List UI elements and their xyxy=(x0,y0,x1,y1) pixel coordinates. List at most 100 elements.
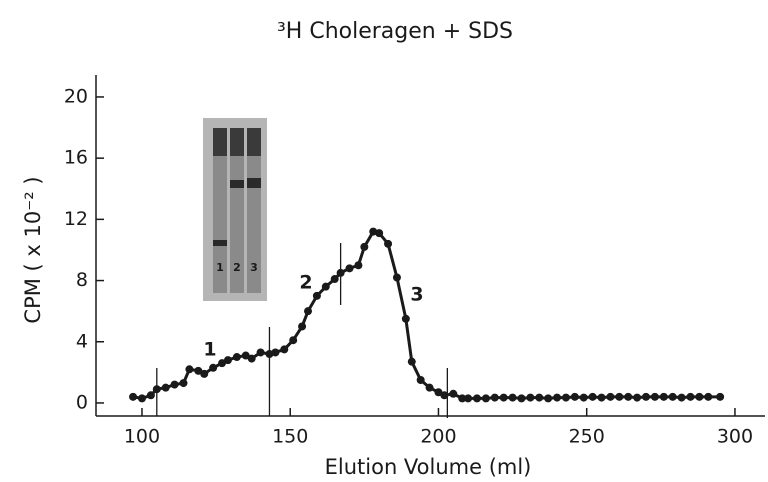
data-point xyxy=(561,393,570,402)
data-point xyxy=(137,394,146,403)
data-point xyxy=(161,383,170,392)
data-point xyxy=(392,273,401,282)
data-point xyxy=(330,275,339,284)
data-point xyxy=(209,363,218,372)
data-point xyxy=(526,393,535,402)
data-point xyxy=(321,282,330,291)
data-point xyxy=(354,261,363,270)
data-point xyxy=(170,380,179,389)
data-point xyxy=(271,348,280,357)
data-point xyxy=(650,392,659,401)
data-point xyxy=(458,394,467,403)
data-point xyxy=(401,314,410,323)
gel-inset xyxy=(203,118,267,301)
y-tick-label: 20 xyxy=(64,85,88,107)
chart-title: ³H Choleragen + SDS xyxy=(277,19,513,44)
data-point xyxy=(588,392,597,401)
data-point xyxy=(508,393,517,402)
gel-band xyxy=(247,178,261,188)
y-tick-label: 4 xyxy=(76,330,88,352)
data-point xyxy=(517,394,526,403)
gel-band xyxy=(213,128,227,156)
data-point xyxy=(579,393,588,402)
data-point xyxy=(473,394,482,403)
data-point xyxy=(304,307,313,316)
data-point xyxy=(677,393,686,402)
data-point xyxy=(241,351,250,360)
data-point xyxy=(499,393,508,402)
data-point xyxy=(544,394,553,403)
x-tick-label: 200 xyxy=(420,426,456,448)
gel-band xyxy=(247,128,261,156)
data-point xyxy=(535,393,544,402)
data-point xyxy=(179,379,188,388)
fraction-label: 1 xyxy=(203,339,216,361)
data-point xyxy=(375,229,384,238)
data-point xyxy=(407,357,416,366)
gel-band xyxy=(213,240,227,246)
data-point xyxy=(289,336,298,345)
fraction-label: 2 xyxy=(299,272,312,294)
lane-label: 3 xyxy=(250,261,258,274)
gel-band xyxy=(230,180,244,188)
data-point xyxy=(704,392,713,401)
data-point xyxy=(336,268,345,277)
data-point xyxy=(194,366,203,375)
lane-label: 2 xyxy=(233,261,241,274)
data-point xyxy=(695,392,704,401)
data-point xyxy=(425,383,434,392)
fraction-label: 3 xyxy=(410,284,423,306)
data-point xyxy=(256,348,265,357)
data-point xyxy=(384,239,393,248)
data-point xyxy=(280,345,289,354)
data-point xyxy=(624,392,633,401)
data-point xyxy=(129,392,138,401)
data-point xyxy=(218,359,227,368)
data-point xyxy=(232,353,241,362)
data-point xyxy=(152,385,161,394)
x-tick-label: 100 xyxy=(124,426,160,448)
data-point xyxy=(298,322,307,331)
data-point xyxy=(597,393,606,402)
x-tick-label: 150 xyxy=(272,426,308,448)
data-point xyxy=(606,392,615,401)
data-point xyxy=(449,389,458,398)
data-point xyxy=(490,393,499,402)
data-point xyxy=(553,393,562,402)
y-tick-label: 8 xyxy=(76,269,88,291)
data-point xyxy=(416,376,425,385)
data-point xyxy=(481,394,490,403)
data-point xyxy=(659,392,668,401)
x-axis-label: Elution Volume (ml) xyxy=(325,455,532,479)
data-point xyxy=(642,392,651,401)
data-point xyxy=(185,365,194,374)
data-point xyxy=(345,264,354,273)
data-point xyxy=(615,392,624,401)
gel-lane xyxy=(230,128,244,293)
data-point xyxy=(686,392,695,401)
data-point xyxy=(312,291,321,300)
x-tick-label: 300 xyxy=(717,426,753,448)
data-point xyxy=(716,392,725,401)
gel-lane xyxy=(247,128,261,293)
data-point xyxy=(434,388,443,397)
x-tick-label: 250 xyxy=(569,426,605,448)
gel-band xyxy=(230,128,244,156)
data-point xyxy=(668,392,677,401)
data-point xyxy=(200,369,209,378)
lane-label: 1 xyxy=(216,261,224,274)
y-axis-label: CPM ( x 10⁻² ) xyxy=(21,176,45,323)
data-point xyxy=(223,356,232,365)
data-point xyxy=(247,354,256,363)
data-point xyxy=(570,392,579,401)
y-tick-label: 12 xyxy=(64,208,88,230)
data-point xyxy=(146,391,155,400)
data-point xyxy=(440,391,449,400)
data-point xyxy=(464,394,473,403)
gel-lane xyxy=(213,128,227,293)
y-tick-label: 16 xyxy=(64,147,88,169)
y-tick-label: 0 xyxy=(76,391,88,413)
data-point xyxy=(633,393,642,402)
data-point xyxy=(360,242,369,251)
